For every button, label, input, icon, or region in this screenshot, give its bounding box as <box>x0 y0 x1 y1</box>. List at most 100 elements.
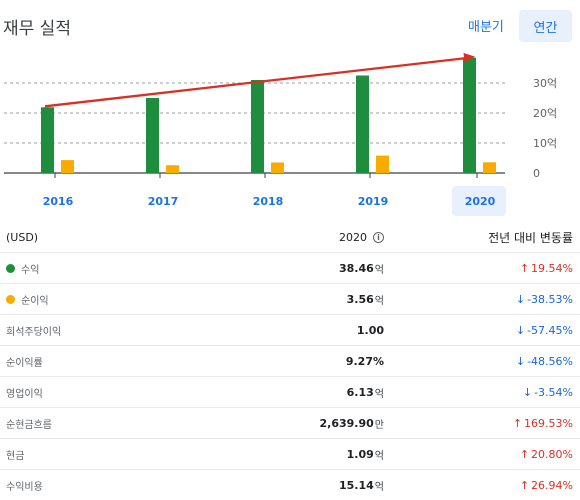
metric-value-number: 2,639.90 <box>319 416 374 430</box>
revenue-bar <box>251 80 264 173</box>
x-tick-label: 2018 <box>253 195 284 208</box>
metric-value: 1.00 <box>357 315 384 345</box>
y-tick-label: 0 <box>533 167 540 180</box>
metric-value: 6.13 억 <box>347 377 384 407</box>
arrow-down-icon: ↓ <box>515 354 526 368</box>
yoy-change: ↓ -38.53% <box>516 284 573 314</box>
arrow-up-icon: ↑ <box>512 416 523 430</box>
trend-arrow-line <box>44 56 468 108</box>
metric-value-number: 9.27% <box>345 354 384 368</box>
x-tick-label: 2016 <box>43 195 74 208</box>
metric-value: 9.27% <box>346 346 384 376</box>
metric-label: 순이익률 <box>6 346 43 376</box>
yoy-change: ↑ 19.54% <box>520 253 573 283</box>
yoy-change-text: -57.45% <box>527 323 573 337</box>
metric-value: 1.09 억 <box>347 439 384 469</box>
table-row: 영업이익 6.13 억 ↓ -3.54% <box>0 377 580 408</box>
yoy-change: ↓ -57.45% <box>516 315 573 345</box>
table-row: 수익 38.46 억 ↑ 19.54% <box>0 253 580 284</box>
metric-label-text: 현금 <box>6 450 25 462</box>
metric-value-number: 15.14 <box>339 478 374 492</box>
yoy-change: ↑ 20.80% <box>520 439 573 469</box>
financial-chart: 0 10억 20억 30억 2016 2017 2018 2019 2020 <box>0 40 580 220</box>
legend-dot-icon <box>6 263 15 273</box>
revenue-bar <box>356 75 369 173</box>
metric-label: 순현금흐름 <box>6 408 52 438</box>
metric-value-unit: 억 <box>374 481 384 493</box>
yoy-change-text: -48.56% <box>527 354 573 368</box>
arrow-down-icon: ↓ <box>522 385 533 399</box>
metric-label-text: 순이익률 <box>6 357 43 369</box>
revenue-bar <box>146 98 159 173</box>
arrow-up-icon: ↑ <box>519 447 530 461</box>
financial-performance-header: 재무 실적 매분기 연간 <box>0 0 580 48</box>
currency-label: (USD) <box>6 230 39 244</box>
trend-arrow-head <box>463 52 475 63</box>
metric-value-number: 1.09 <box>346 447 374 461</box>
metric-value-number: 6.13 <box>346 385 374 399</box>
table-row: 순현금흐름 2,639.90 만 ↑ 169.53% <box>0 408 580 439</box>
yoy-change: ↓ -3.54% <box>523 377 573 407</box>
yoy-change-text: 20.80% <box>531 447 573 461</box>
metric-value-number: 38.46 <box>339 261 374 275</box>
year-label: 2020 <box>339 230 367 244</box>
revenue-bar <box>41 107 54 173</box>
metric-label: 영업이익 <box>6 377 43 407</box>
yoy-change-text: -38.53% <box>527 292 573 306</box>
yoy-change: ↑ 169.53% <box>513 408 573 438</box>
financial-table: (USD) 2020 i 전년 대비 변동률 수익 38.46 억 ↑ 19.54% 순이… <box>0 222 580 500</box>
arrow-up-icon: ↑ <box>519 478 530 492</box>
revenue-bar <box>463 57 476 173</box>
metric-label-text: 희석주당이익 <box>6 326 62 338</box>
metric-label: 수익비용 <box>6 470 43 500</box>
table-row: 순이익 3.56 억 ↓ -38.53% <box>0 284 580 315</box>
year-column-header: 2020 i <box>339 222 384 252</box>
yoy-change-text: 26.94% <box>531 478 573 492</box>
metric-value: 2,639.90 만 <box>320 408 384 438</box>
arrow-down-icon: ↓ <box>515 323 526 337</box>
yoy-change-text: -3.54% <box>534 385 573 399</box>
y-tick-label: 30억 <box>533 77 557 90</box>
change-column-header: 전년 대비 변동률 <box>488 230 573 245</box>
net-income-bar <box>166 165 179 173</box>
metric-value-unit: 억 <box>374 388 384 400</box>
yoy-change: ↑ 26.94% <box>520 470 573 500</box>
metric-label: 희석주당이익 <box>6 315 61 345</box>
metric-value-unit: 억 <box>374 295 384 307</box>
yoy-change-text: 19.54% <box>531 261 573 275</box>
metric-value: 3.56 억 <box>347 284 384 314</box>
x-tick-label: 2017 <box>148 195 179 208</box>
annual-button[interactable]: 연간 <box>519 10 572 42</box>
metric-value: 38.46 억 <box>339 253 384 283</box>
metric-value-number: 1.00 <box>356 323 384 337</box>
net-income-bar <box>483 162 496 173</box>
info-icon[interactable]: i <box>373 231 384 243</box>
metric-label-text: 수익 <box>21 264 40 276</box>
yoy-change-text: 169.53% <box>524 416 573 430</box>
net-income-bar <box>376 155 389 173</box>
metric-label: 현금 <box>6 439 24 469</box>
metric-value-unit: 억 <box>374 264 384 276</box>
legend-dot-icon <box>6 294 15 304</box>
net-income-bar <box>61 160 74 173</box>
table-row: 현금 1.09 억 ↑ 20.80% <box>0 439 580 470</box>
metric-label-text: 순현금흐름 <box>6 419 52 431</box>
metric-value-unit: 억 <box>374 450 384 462</box>
metric-value-unit: 만 <box>374 419 384 431</box>
metric-label-text: 수익비용 <box>6 481 43 493</box>
net-income-bar <box>271 162 284 173</box>
quarterly-button[interactable]: 매분기 <box>468 20 504 35</box>
table-row: 순이익률 9.27% ↓ -48.56% <box>0 346 580 377</box>
bar-chart-svg: 0 10억 20억 30억 2016 2017 2018 2019 2020 <box>4 52 557 216</box>
metric-label-text: 순이익 <box>21 295 49 307</box>
x-tick-label: 2019 <box>358 195 389 208</box>
metric-label-text: 영업이익 <box>6 388 43 400</box>
metric-label: 순이익 <box>6 284 49 314</box>
metric-value: 15.14 억 <box>339 470 384 500</box>
y-tick-label: 20억 <box>533 107 557 120</box>
selected-year-highlight <box>452 186 506 216</box>
table-row: 희석주당이익 1.00 ↓ -57.45% <box>0 315 580 346</box>
metric-label: 수익 <box>6 253 39 283</box>
arrow-down-icon: ↓ <box>515 292 526 306</box>
arrow-up-icon: ↑ <box>519 261 530 275</box>
